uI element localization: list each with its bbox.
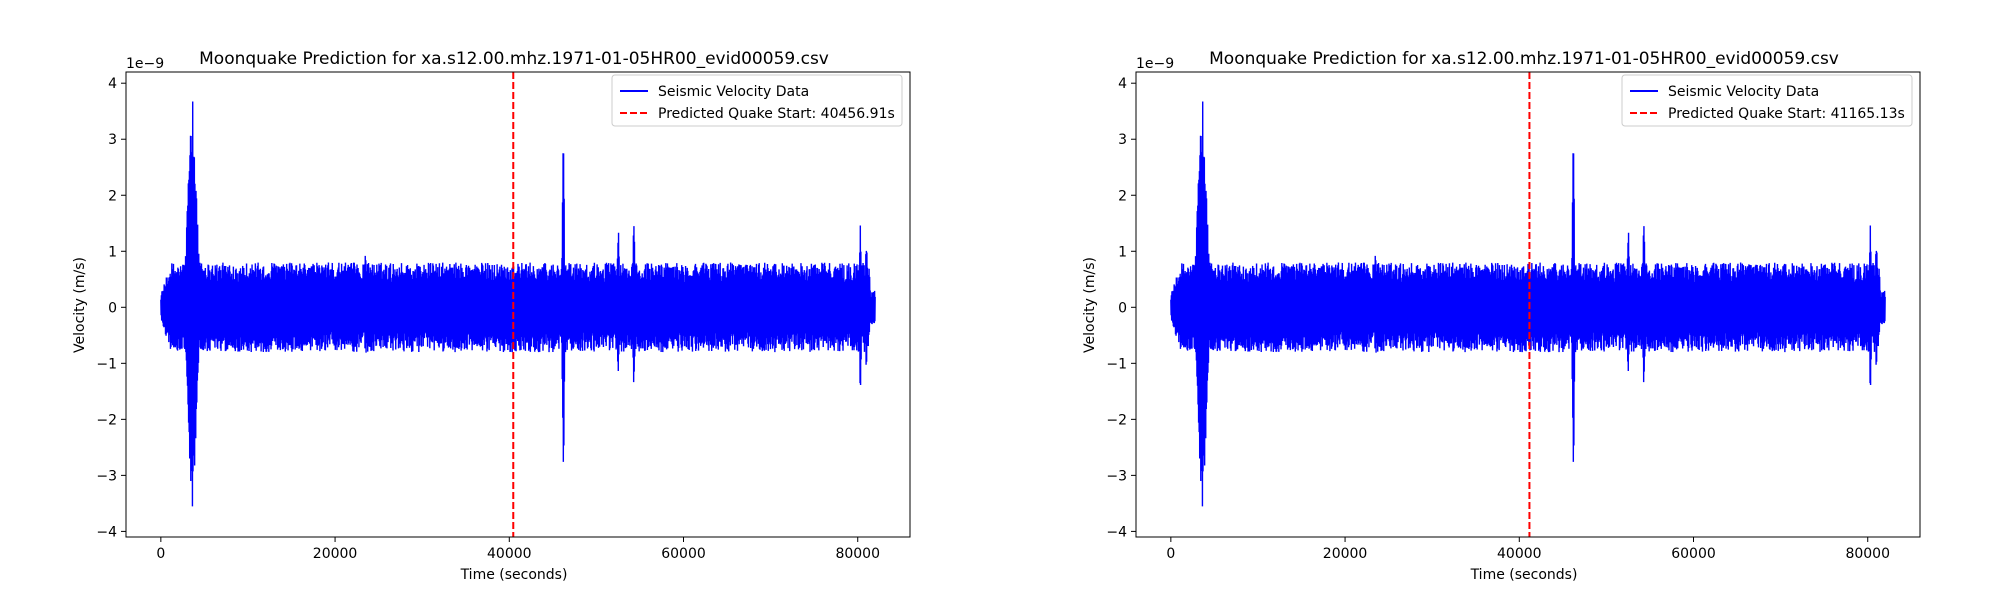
legend-label-seismic: Seismic Velocity Data (1668, 84, 1819, 100)
chart-title: Moonquake Prediction for xa.s12.00.mhz.1… (199, 49, 829, 69)
x-tick-label: 20000 (313, 546, 358, 562)
plot-area: 0 20000 40000 60000 80000 −4 −3 −2 −1 0 1 2 3 4 (1106, 71, 1921, 562)
axes-frame (125, 71, 911, 538)
y-axis-label: Velocity (m/s) (1082, 257, 1098, 353)
x-tick-label: 60000 (661, 546, 706, 562)
y-tick-label: 1 (1118, 244, 1127, 260)
legend: Seismic Velocity Data Predicted Quake St… (1621, 74, 1913, 127)
y-offset-text: 1e−9 (126, 56, 164, 72)
seismic-velocity-trace (1170, 101, 1886, 507)
y-tick-label: 0 (1118, 300, 1127, 316)
y-axis-label: Velocity (m/s) (72, 257, 88, 353)
x-tick-label: 20000 (1323, 546, 1368, 562)
y-tick-label: 2 (1118, 188, 1127, 204)
y-tick-label: 3 (108, 132, 117, 148)
y-tick-label: −4 (96, 524, 117, 540)
x-tick-label: 0 (1166, 546, 1175, 562)
chart-left: Moonquake Prediction for xa.s12.00.mhz.1… (72, 49, 911, 583)
y-tick-label: 2 (108, 188, 117, 204)
y-tick-label: 1 (108, 244, 117, 260)
x-axis-label: Time (seconds) (1470, 567, 1578, 583)
chart-title: Moonquake Prediction for xa.s12.00.mhz.1… (1209, 49, 1839, 69)
y-tick-label: −3 (96, 468, 117, 484)
x-tick-label: 80000 (835, 546, 880, 562)
y-tick-label: 3 (1118, 132, 1127, 148)
y-tick-label: −1 (1106, 356, 1127, 372)
x-tick-label: 60000 (1671, 546, 1716, 562)
y-tick-label: −2 (96, 412, 117, 428)
y-tick-label: 0 (108, 300, 117, 316)
chart-right: Moonquake Prediction for xa.s12.00.mhz.1… (1082, 49, 1921, 583)
plot-area: 0 20000 40000 60000 80000 −4 −3 −2 −1 0 1 2 3 4 (96, 71, 911, 562)
y-tick-label: 4 (108, 76, 117, 92)
y-tick-label: 4 (1118, 76, 1127, 92)
legend-label-prediction: Predicted Quake Start: 40456.91s (658, 106, 895, 122)
seismic-velocity-trace (160, 101, 876, 507)
legend-label-seismic: Seismic Velocity Data (658, 84, 809, 100)
legend-label-prediction: Predicted Quake Start: 41165.13s (1668, 106, 1905, 122)
x-tick-label: 80000 (1845, 546, 1890, 562)
y-tick-label: −2 (1106, 412, 1127, 428)
x-tick-label: 40000 (487, 546, 532, 562)
y-tick-label: −4 (1106, 524, 1127, 540)
legend-box (611, 74, 903, 127)
y-offset-text: 1e−9 (1136, 56, 1174, 72)
legend-box (1621, 74, 1913, 127)
legend: Seismic Velocity Data Predicted Quake St… (611, 74, 903, 127)
x-tick-label: 0 (156, 546, 165, 562)
y-tick-label: −1 (96, 356, 117, 372)
axes-frame (1135, 71, 1921, 538)
x-tick-label: 40000 (1497, 546, 1542, 562)
x-axis-label: Time (seconds) (460, 567, 568, 583)
y-tick-label: −3 (1106, 468, 1127, 484)
